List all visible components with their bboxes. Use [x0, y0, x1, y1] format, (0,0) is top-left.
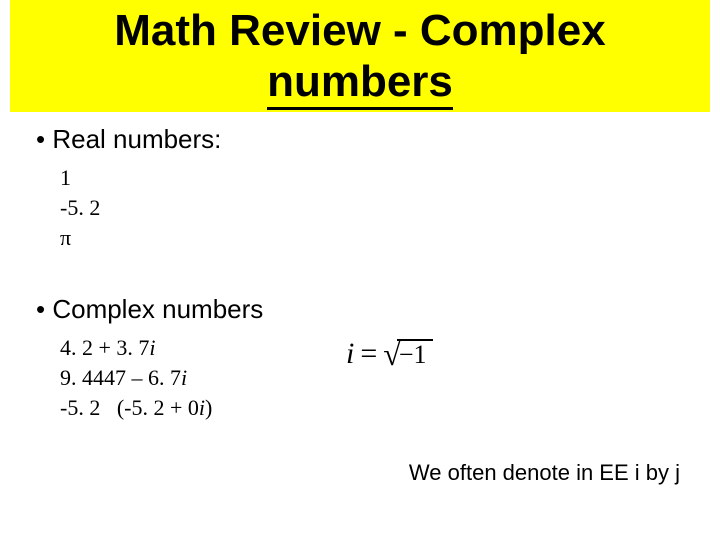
complex-ex-1i: i [149, 335, 155, 360]
sqrt-wrap: √ −1 [383, 338, 432, 370]
real-examples: 1 -5. 2 π [60, 163, 684, 252]
complex-ex-3: -5. 2 (-5. 2 + 0i) [60, 393, 684, 423]
real-ex-3: π [60, 223, 684, 253]
bullet-real-numbers: • Real numbers: [36, 124, 684, 155]
real-ex-1: 1 [60, 163, 684, 193]
content-area: • Real numbers: 1 -5. 2 π • Complex numb… [0, 112, 720, 422]
footer-note: We often denote in EE i by j [409, 460, 680, 486]
formula-i-equals-sqrt-neg1: i = √ −1 [346, 337, 433, 371]
complex-ex-1a: 4. 2 + 3. 7 [60, 335, 149, 360]
complex-ex-3a: -5. 2 (-5. 2 + 0 [60, 395, 199, 420]
title-text-2: numbers [267, 57, 453, 111]
title-line1: Math Review - Complex [50, 6, 670, 57]
complex-area: 4. 2 + 3. 7i 9. 4447 – 6. 7i -5. 2 (-5. … [36, 333, 684, 422]
bullet-complex-numbers: • Complex numbers [36, 294, 684, 325]
radicand: −1 [397, 339, 433, 370]
title-line2: numbers [50, 57, 670, 111]
complex-ex-2i: i [181, 365, 187, 390]
title-text-1: Math Review - Complex [114, 6, 605, 55]
real-ex-2: -5. 2 [60, 193, 684, 223]
formula-eq: = [360, 337, 377, 371]
complex-ex-3c: ) [205, 395, 212, 420]
formula-lhs: i [346, 337, 354, 371]
complex-ex-2a: 9. 4447 – 6. 7 [60, 365, 181, 390]
title-banner: Math Review - Complex numbers [10, 0, 710, 112]
